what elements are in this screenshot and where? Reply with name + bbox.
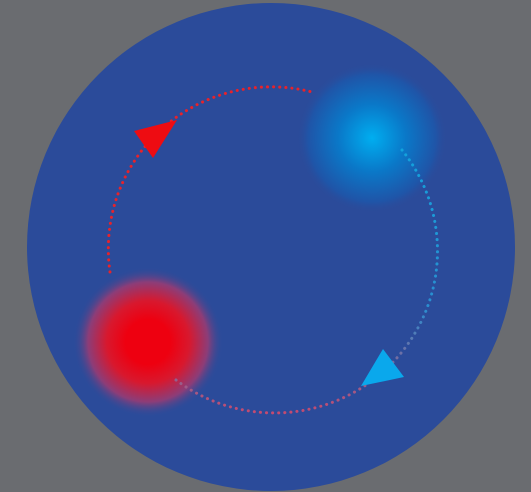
red-glow-spot (73, 267, 223, 417)
blue-arrowhead (361, 349, 404, 386)
red-arrowhead (134, 120, 177, 158)
background-disc (27, 3, 515, 491)
blue-glow-spot (297, 63, 447, 213)
